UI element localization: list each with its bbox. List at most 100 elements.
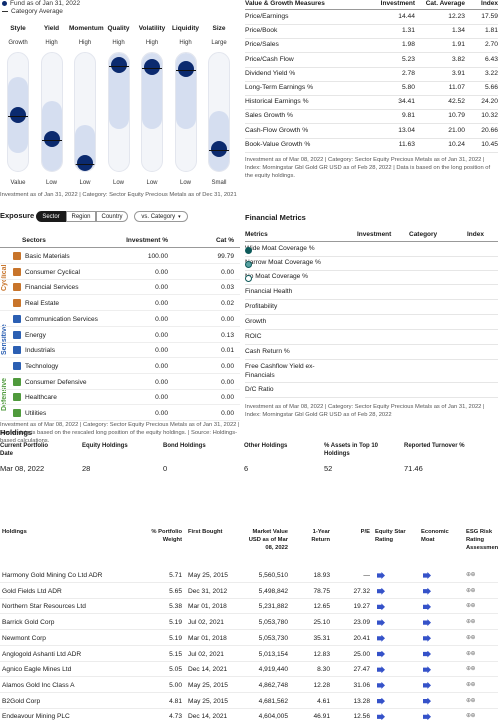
- esg-globe-icon: ⊕⊕: [466, 602, 475, 609]
- moat-arrow-icon[interactable]: [423, 588, 431, 595]
- holding-row[interactable]: Harmony Gold Mining Co Ltd ADR 5.71 May 25…: [0, 568, 498, 583]
- vg-label: Book-Value Growth %: [245, 141, 310, 148]
- vg-inv: 5.23: [365, 56, 415, 63]
- vg-header: Value & Growth Measures Investment Cat. …: [245, 0, 498, 10]
- moat-arrow-icon[interactable]: [423, 666, 431, 673]
- category-marker: [74, 164, 96, 165]
- holding-mv: 5,053,780: [240, 619, 288, 626]
- fm-label: Wide Moat Coverage %: [245, 245, 315, 252]
- fm-label: Growth: [245, 318, 266, 325]
- holding-ret: 12.83: [300, 651, 330, 658]
- star-rating-arrow-icon[interactable]: [377, 572, 385, 579]
- financial-metrics-title: Financial Metrics: [245, 213, 306, 222]
- fund-marker: [211, 141, 227, 157]
- sector-icon: [13, 346, 21, 354]
- vg-idx: 2.70: [465, 41, 498, 48]
- vg-cat: 1.34: [415, 27, 465, 34]
- holding-bought: May 25, 2015: [188, 572, 228, 579]
- sector-icon: [13, 315, 21, 323]
- holding-name: Newmont Corp: [2, 635, 46, 642]
- moat-arrow-icon[interactable]: [423, 619, 431, 626]
- sector-name: Industrials: [25, 347, 55, 354]
- moat-arrow-icon[interactable]: [423, 635, 431, 642]
- fm-label: Free Cashflow Yield ex-Financials: [245, 363, 315, 379]
- vg-row: Dividend Yield % 2.78 3.91 3.22: [245, 68, 498, 82]
- star-rating-arrow-icon[interactable]: [377, 588, 385, 595]
- star-rating-arrow-icon[interactable]: [377, 666, 385, 673]
- holding-bought: Jul 02, 2021: [188, 619, 224, 626]
- holding-row[interactable]: Agnico Eagle Mines Ltd 5.05 Dec 14, 2021 4,…: [0, 662, 498, 677]
- sector-row: Consumer Cyclical 0.00 0.00: [0, 265, 240, 280]
- fund-marker: [44, 131, 60, 147]
- holding-weight: 5.19: [146, 619, 182, 626]
- moat-arrow-icon[interactable]: [423, 572, 431, 579]
- star-rating-arrow-icon[interactable]: [377, 713, 385, 720]
- sector-investment: 0.00: [120, 394, 168, 401]
- holding-mv: 4,862,748: [240, 682, 288, 689]
- holding-row[interactable]: B2Gold Corp 4.81 May 25, 2015 4,681,562 4.61…: [0, 694, 498, 709]
- holding-row[interactable]: Northern Star Resources Ltd 5.38 Mar 01, 2…: [0, 599, 498, 614]
- sector-icon: [13, 409, 21, 417]
- star-rating-arrow-icon[interactable]: [377, 635, 385, 642]
- col-pe: P/E: [352, 529, 370, 537]
- vg-label: Price/Sales: [245, 41, 279, 48]
- star-rating-arrow-icon[interactable]: [377, 698, 385, 705]
- exposure-caption: Investment as of Mar 08, 2022 | Category…: [0, 422, 240, 445]
- holding-row[interactable]: Alamos Gold Inc Class A 5.00 May 25, 2015 4…: [0, 678, 498, 693]
- sector-investment: 0.00: [120, 269, 168, 276]
- factor-name: Momentum: [69, 25, 101, 32]
- star-rating-arrow-icon[interactable]: [377, 619, 385, 626]
- tab-region[interactable]: Region: [66, 211, 96, 222]
- moat-arrow-icon[interactable]: [423, 698, 431, 705]
- holding-row[interactable]: Anglogold Ashanti Ltd ADR 5.15 Jul 02, 202…: [0, 647, 498, 662]
- moat-arrow-icon[interactable]: [423, 603, 431, 610]
- sector-name: Financial Services: [25, 284, 79, 291]
- vg-label: Dividend Yield %: [245, 70, 295, 77]
- moat-arrow-icon[interactable]: [423, 651, 431, 658]
- holding-row[interactable]: Barrick Gold Corp 5.19 Jul 02, 2021 5,053,7…: [0, 615, 498, 630]
- sector-category: 0.00: [190, 394, 234, 401]
- tab-country[interactable]: Country: [96, 211, 128, 222]
- factor-top-label: High: [170, 40, 202, 46]
- holding-ret: 12.28: [300, 682, 330, 689]
- holding-bought: Mar 01, 2018: [188, 635, 227, 642]
- esg-globe-icon: ⊕⊕: [466, 681, 475, 688]
- vg-cat: 12.23: [415, 13, 465, 20]
- vg-inv: 11.63: [365, 141, 415, 148]
- fm-row: D/C Ratio: [245, 384, 498, 398]
- holding-row[interactable]: Newmont Corp 5.19 Mar 01, 2018 5,053,730 35.…: [0, 631, 498, 646]
- tab-sector[interactable]: Sector: [36, 211, 66, 222]
- fm-row: Growth: [245, 316, 498, 330]
- summary-label: Reported Turnover %: [404, 443, 466, 451]
- compare-dropdown[interactable]: vs. Category ▾: [134, 211, 188, 222]
- star-rating-arrow-icon[interactable]: [377, 651, 385, 658]
- factor-top-label: High: [136, 40, 168, 46]
- holding-pe: 31.06: [340, 682, 370, 689]
- sector-investment: 0.00: [120, 316, 168, 323]
- star-rating-arrow-icon[interactable]: [377, 682, 385, 689]
- holding-bought: Jul 02, 2021: [188, 651, 224, 658]
- summary-value: 71.46: [404, 464, 423, 473]
- moat-dot-icon: [245, 247, 252, 254]
- sector-investment: 0.00: [120, 284, 168, 291]
- holding-ret: 78.75: [300, 588, 330, 595]
- holding-name: Northern Star Resources Ltd: [2, 603, 86, 610]
- moat-arrow-icon[interactable]: [423, 682, 431, 689]
- holding-weight: 5.19: [146, 635, 182, 642]
- holding-row[interactable]: Gold Fields Ltd ADR 5.65 Dec 31, 2012 5,498…: [0, 584, 498, 599]
- sector-name: Communication Services: [25, 316, 98, 323]
- fm-label: Profitability: [245, 303, 277, 310]
- star-rating-arrow-icon[interactable]: [377, 603, 385, 610]
- moat-arrow-icon[interactable]: [423, 713, 431, 720]
- summary-value: 28: [82, 464, 90, 473]
- vg-label: Price/Cash Flow: [245, 56, 294, 63]
- vg-idx: 3.22: [465, 70, 498, 77]
- col-return: 1-Year Return: [300, 529, 330, 545]
- vg-inv: 14.44: [365, 13, 415, 20]
- vg-row: Historical Earnings % 34.41 42.52 24.20: [245, 96, 498, 110]
- vg-inv: 1.31: [365, 27, 415, 34]
- vg-label: Historical Earnings %: [245, 98, 309, 105]
- sector-category: 0.03: [190, 284, 234, 291]
- vg-inv: 13.04: [365, 127, 415, 134]
- holding-row[interactable]: Endeavour Mining PLC 4.73 Dec 14, 2021 4,60…: [0, 709, 498, 720]
